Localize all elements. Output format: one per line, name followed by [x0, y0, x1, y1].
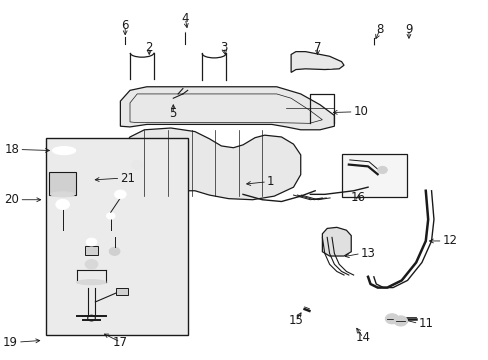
- Text: 18: 18: [4, 143, 20, 156]
- FancyBboxPatch shape: [115, 288, 128, 295]
- Circle shape: [385, 314, 398, 324]
- FancyBboxPatch shape: [46, 138, 187, 335]
- Text: 3: 3: [220, 41, 227, 54]
- FancyBboxPatch shape: [49, 172, 76, 195]
- Circle shape: [377, 166, 386, 174]
- Text: 2: 2: [145, 41, 153, 54]
- Circle shape: [119, 45, 131, 54]
- Circle shape: [405, 43, 411, 48]
- Ellipse shape: [77, 280, 106, 285]
- Circle shape: [106, 213, 115, 219]
- Text: 7: 7: [313, 41, 321, 54]
- Text: 17: 17: [113, 336, 128, 348]
- Text: 19: 19: [3, 336, 18, 348]
- Circle shape: [268, 165, 280, 174]
- Circle shape: [131, 161, 142, 169]
- Circle shape: [28, 336, 40, 345]
- Circle shape: [85, 260, 98, 269]
- Circle shape: [401, 40, 416, 51]
- Text: 12: 12: [442, 234, 457, 247]
- Circle shape: [295, 60, 305, 67]
- Text: 15: 15: [288, 314, 303, 327]
- FancyBboxPatch shape: [341, 154, 406, 197]
- Text: 9: 9: [405, 23, 412, 36]
- Circle shape: [109, 247, 120, 255]
- Ellipse shape: [52, 147, 76, 154]
- Ellipse shape: [51, 192, 75, 197]
- Text: 20: 20: [4, 193, 20, 206]
- Text: 14: 14: [355, 331, 370, 344]
- Circle shape: [23, 333, 44, 348]
- FancyBboxPatch shape: [84, 246, 98, 255]
- Circle shape: [114, 190, 126, 199]
- Polygon shape: [120, 128, 300, 200]
- Text: 6: 6: [121, 19, 129, 32]
- Polygon shape: [322, 227, 350, 256]
- Text: 11: 11: [418, 317, 433, 330]
- Text: 21: 21: [120, 172, 135, 185]
- Text: 16: 16: [350, 192, 365, 204]
- Polygon shape: [120, 87, 334, 130]
- Polygon shape: [290, 51, 344, 72]
- Circle shape: [325, 61, 335, 68]
- Circle shape: [179, 23, 191, 32]
- Circle shape: [393, 316, 407, 326]
- Text: 10: 10: [353, 105, 368, 118]
- Text: 4: 4: [181, 12, 189, 25]
- Circle shape: [56, 199, 69, 210]
- Text: 5: 5: [169, 107, 177, 120]
- Text: 8: 8: [376, 23, 383, 36]
- Text: 1: 1: [266, 175, 274, 188]
- Circle shape: [86, 238, 97, 246]
- Text: 13: 13: [360, 247, 375, 260]
- Circle shape: [368, 46, 379, 54]
